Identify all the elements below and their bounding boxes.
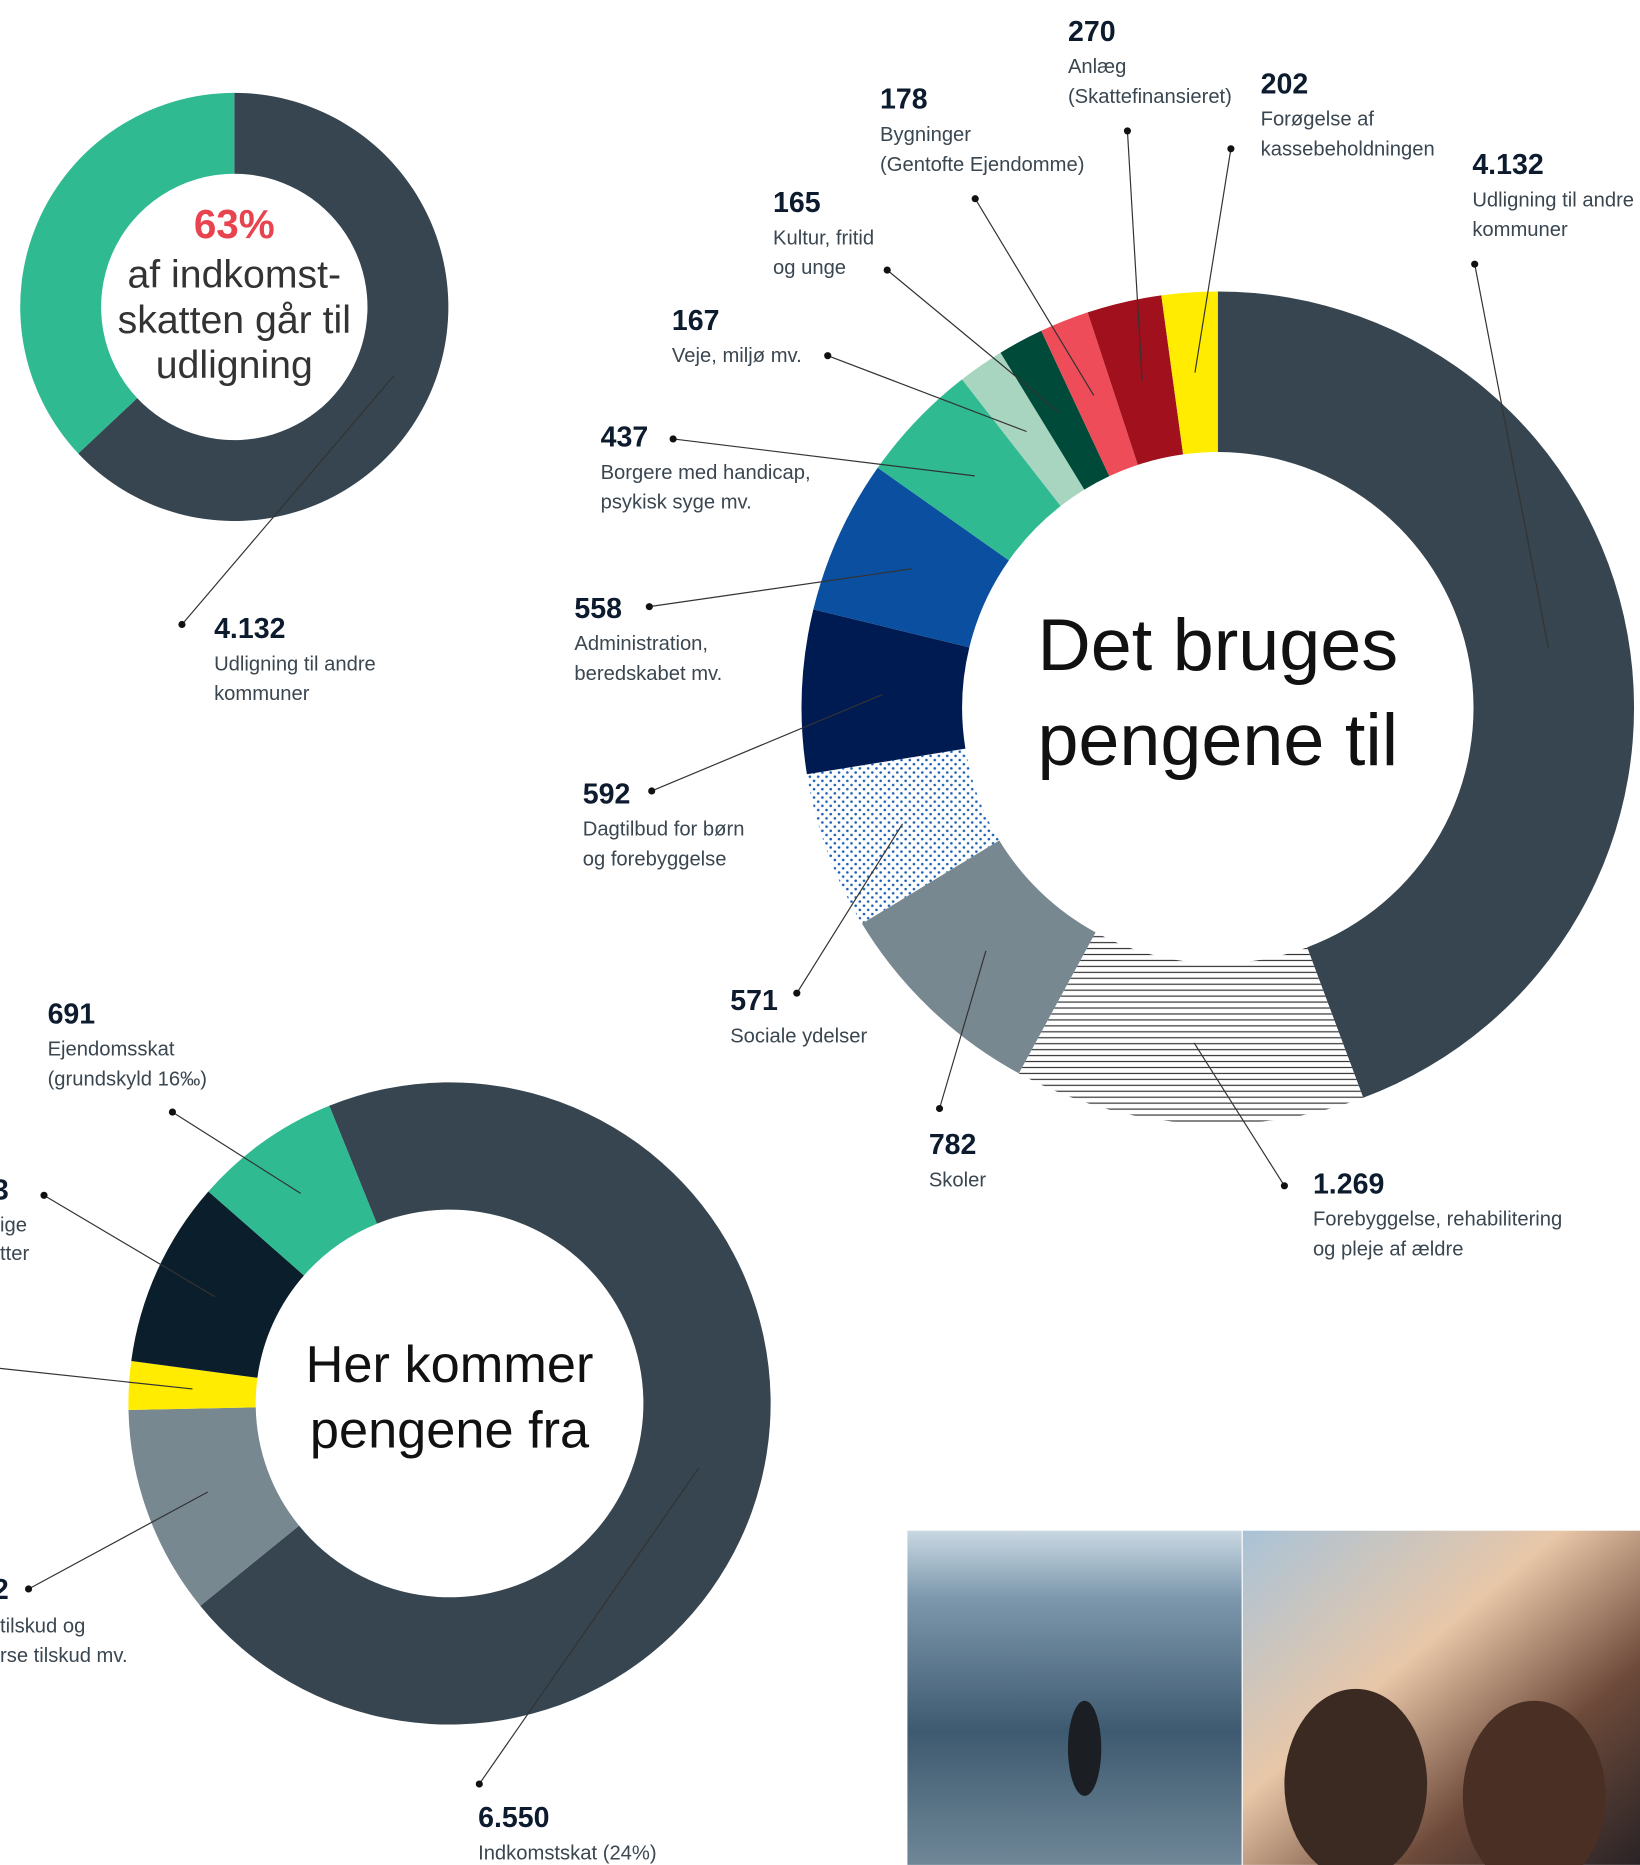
category-label: beredskabet mv. — [574, 663, 722, 685]
category-label: og unge — [773, 257, 846, 279]
cropped-label: ige — [0, 1215, 27, 1237]
leader-dot — [40, 1192, 47, 1199]
category-label: Indkomstskat (24%) — [478, 1843, 657, 1865]
cropped-label: 3 — [0, 1174, 9, 1206]
center-text: udligning — [156, 343, 313, 387]
value-label: 558 — [574, 593, 622, 625]
chart-title: pengene til — [1037, 698, 1398, 781]
leader-dot — [936, 1105, 943, 1112]
category-label: (Gentofte Ejendomme) — [880, 154, 1084, 176]
leader-dot — [1471, 261, 1478, 268]
value-label: 202 — [1261, 68, 1309, 100]
value-label: 4.132 — [214, 613, 285, 645]
category-label: kommuner — [214, 683, 310, 705]
category-label: og forebyggelse — [583, 848, 727, 870]
category-label: psykisk syge mv. — [601, 492, 752, 514]
value-label: 178 — [880, 84, 928, 116]
cropped-label: 2 — [0, 1574, 9, 1606]
category-label: og pleje af ældre — [1313, 1238, 1464, 1260]
cropped-label: tter — [0, 1243, 29, 1265]
chart-title: pengene fra — [310, 1402, 590, 1460]
leader-dot — [646, 603, 653, 610]
leader-dot — [476, 1780, 483, 1787]
category-label: Forebyggelse, rehabilitering — [1313, 1209, 1562, 1231]
center-text: af indkomst- — [127, 253, 341, 297]
chart-title: Det bruges — [1038, 603, 1399, 686]
leader-dot — [793, 990, 800, 997]
value-label: 691 — [48, 998, 96, 1030]
leader-dot — [824, 352, 831, 359]
value-label: 4.132 — [1472, 149, 1543, 181]
category-label: Bygninger — [880, 124, 971, 146]
category-label: Veje, miljø mv. — [672, 345, 802, 367]
leader-dot — [1227, 145, 1234, 152]
value-label: 6.550 — [478, 1802, 549, 1834]
value-label: 1.269 — [1313, 1168, 1384, 1200]
leader-dot — [972, 195, 979, 202]
category-label: (Skattefinansieret) — [1068, 86, 1232, 108]
category-label: Borgere med handicap, — [601, 462, 811, 484]
value-label: 165 — [773, 187, 821, 219]
category-label: Anlæg — [1068, 56, 1126, 78]
body: {"chart_data": [ {"type": "pie", "center… — [0, 0, 1640, 1865]
center-text: skatten går til — [118, 298, 351, 342]
page: html,body{margin:0;padding:0;background:… — [0, 0, 1640, 1865]
value-label: 782 — [929, 1129, 977, 1161]
leader-dot — [25, 1585, 32, 1592]
cropped-label: rse tilskud mv. — [0, 1645, 128, 1667]
leader-dot — [1281, 1182, 1288, 1189]
leader-dot — [884, 267, 891, 274]
category-label: Sociale ydelser — [730, 1025, 867, 1047]
chart-title: Her kommer — [306, 1336, 594, 1394]
category-label: Kultur, fritid — [773, 228, 874, 250]
leader-dot — [169, 1109, 176, 1116]
value-label: 437 — [601, 422, 649, 454]
category-label: kommuner — [1472, 219, 1568, 241]
value-label: 167 — [672, 305, 720, 337]
cropped-label: tilskud og — [0, 1615, 85, 1637]
value-label: 270 — [1068, 16, 1116, 48]
photo — [907, 1531, 1640, 1865]
category-label: Udligning til andre — [1472, 189, 1634, 211]
category-label: Ejendomsskat — [48, 1039, 175, 1061]
leader-dot — [1124, 127, 1131, 134]
infographic: 4.132 Udligning til andre kommuner 63% af in… — [0, 0, 1640, 1865]
category-label: (grundskyld 16‰) — [48, 1068, 207, 1090]
value-label: 592 — [583, 778, 631, 810]
category-label: Forøgelse af — [1261, 109, 1375, 131]
category-label: Skoler — [929, 1169, 987, 1191]
leader-dot — [178, 621, 185, 628]
category-label: Administration, — [574, 633, 708, 655]
category-label: kassebeholdningen — [1261, 138, 1435, 160]
center-highlight: 63% — [194, 201, 275, 247]
category-label: Dagtilbud for børn — [583, 819, 745, 841]
leader-dot — [648, 787, 655, 794]
value-label: 571 — [730, 985, 778, 1017]
leader-dot — [670, 435, 677, 442]
category-label: Udligning til andre — [214, 653, 376, 675]
